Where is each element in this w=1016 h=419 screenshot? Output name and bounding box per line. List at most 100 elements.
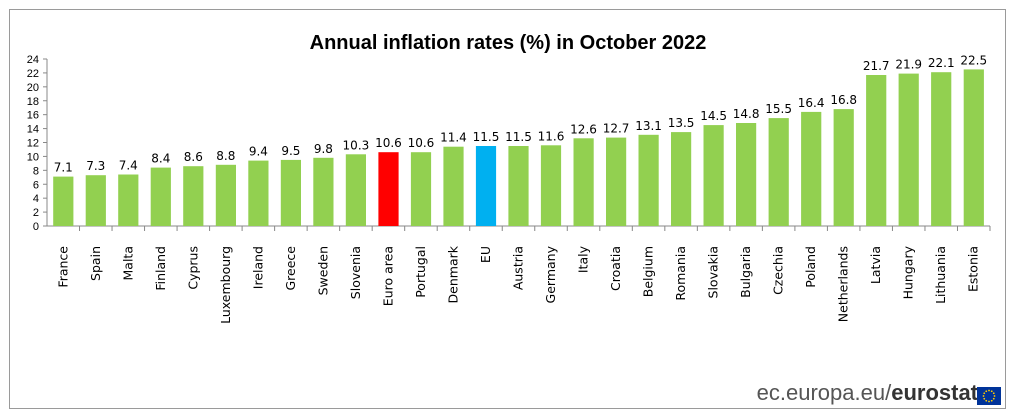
bar-luxembourg [215,164,236,226]
data-label: 11.6 [538,129,565,143]
bar-euro-area [378,152,399,226]
y-tick-label: 0 [33,221,39,233]
category-label: Greece [283,246,298,291]
eurostat-logo-text: eurostat [891,380,978,405]
bar-netherlands [833,109,854,226]
y-tick-label: 4 [33,193,39,205]
category-label: Denmark [446,245,461,303]
data-label: 12.7 [603,122,630,136]
category-label: Slovakia [706,246,721,298]
flag-star [992,397,995,400]
bar-hungary [898,73,919,226]
category-label: Slovenia [348,246,363,299]
eu-flag-icon [977,387,1001,405]
bar-estonia [963,69,984,227]
bar-poland [801,111,822,226]
flag-star [988,400,990,403]
flag-star [983,392,986,395]
flag-field [977,387,1001,405]
flag-star [985,390,988,393]
y-tick-label: 12 [27,138,39,150]
flag-star [988,389,990,392]
bar-croatia [606,137,627,226]
y-tick-label: 2 [33,207,39,219]
category-label: Cyprus [185,246,200,290]
bar-greece [280,159,301,226]
flag-star [982,395,985,397]
data-label: 9.4 [249,145,268,159]
bar-austria [508,146,529,226]
data-label: 10.6 [375,136,402,150]
bar-latvia [866,75,887,226]
category-label: Spain [88,246,103,281]
category-label: Hungary [901,245,916,299]
y-tick-label: 8 [33,165,39,177]
bar-eu [475,146,497,226]
data-label: 11.5 [473,130,500,144]
y-tick-label: 18 [27,96,39,108]
data-label: 9.5 [281,144,300,158]
flag-star [985,399,988,402]
data-label: 22.1 [928,56,955,70]
data-label: 12.6 [570,122,597,136]
data-label: 14.8 [733,107,760,121]
category-label: EU [478,246,493,263]
category-label: Lithuania [933,246,948,304]
data-label: 10.6 [408,136,435,150]
flag-star [990,390,993,393]
category-label: Malta [120,246,135,280]
data-label: 7.4 [119,159,138,173]
data-label: 11.4 [440,131,467,145]
category-label: Poland [803,246,818,288]
category-label: Netherlands [836,246,851,322]
category-label: Romania [673,246,688,301]
bar-bulgaria [736,123,757,226]
bar-spain [85,175,106,226]
category-label: Belgium [641,246,656,297]
bar-finland [150,167,171,226]
bar-denmark [443,146,464,226]
data-label: 7.1 [54,161,73,175]
category-label: Sweden [315,246,330,295]
category-label: Euro area [380,246,395,306]
data-label: 15.5 [765,102,792,116]
bar-portugal [410,152,432,226]
data-label: 8.4 [151,152,170,166]
data-label: 10.3 [343,138,370,152]
category-label: Luxembourg [218,246,233,324]
bar-lithuania [931,72,952,226]
category-label: Bulgaria [738,246,753,298]
bar-sweden [313,157,334,226]
bar-cyprus [183,166,204,226]
data-label: 13.1 [635,119,662,133]
data-label: 21.7 [863,59,890,73]
bar-germany [540,145,562,226]
source-credit: ec.europa.eu/eurostat [757,380,978,406]
category-label: Portugal [413,246,428,298]
category-label: Croatia [608,246,623,291]
y-tick-label: 10 [27,151,39,163]
category-label: Czechia [771,246,786,295]
bar-czechia [768,118,789,226]
data-label: 7.3 [86,159,105,173]
bar-slovakia [703,125,724,226]
y-tick-label: 16 [27,110,39,122]
data-label: 22.5 [960,53,987,67]
bar-belgium [638,134,659,226]
y-tick-label: 24 [27,54,39,66]
category-label: Germany [543,245,558,303]
bar-romania [671,132,692,226]
data-label: 16.4 [798,96,825,110]
category-label: Ireland [250,246,265,289]
category-label: France [55,246,70,288]
category-label: Finland [153,246,168,291]
flag-star [983,397,986,400]
bar-malta [118,174,139,226]
source-domain: ec.europa.eu/ [756,380,892,405]
chart-title: Annual inflation rates (%) in October 20… [309,32,707,54]
category-label: Austria [511,246,526,290]
bar-italy [573,138,594,226]
data-label: 13.5 [668,116,695,130]
data-label: 8.6 [184,150,203,164]
